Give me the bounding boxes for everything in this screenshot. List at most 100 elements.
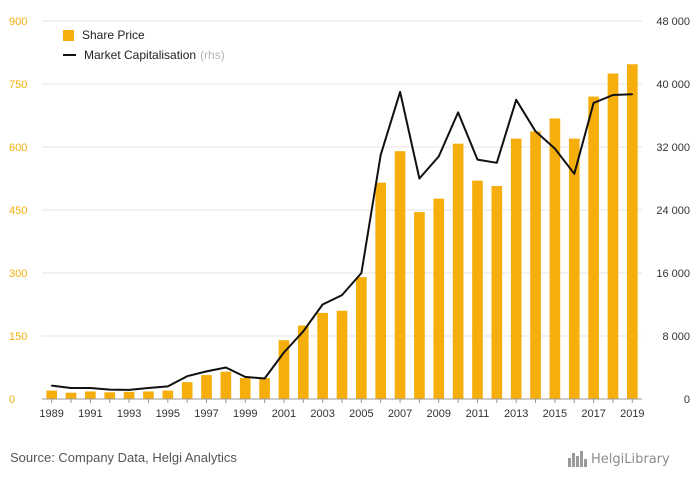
y-left-tick-label: 750 — [9, 79, 27, 91]
bar-1989 — [46, 390, 57, 399]
x-tick-label: 1991 — [78, 408, 102, 420]
bar-2000 — [259, 378, 270, 399]
y-right-tick-label: 48 000 — [656, 16, 690, 28]
bar-2012 — [491, 186, 503, 399]
market-cap-point-2015 — [554, 147, 556, 150]
axes: 0 150 300 450 600 750 900 0 8 000 16 000 24 000 32 … — [9, 16, 690, 420]
y-left-tick-label: 300 — [9, 268, 27, 280]
bar-2017 — [588, 96, 599, 399]
bar-2013 — [510, 138, 522, 399]
line-series-market-cap — [50, 90, 634, 391]
legend-swatch-market-cap — [63, 54, 76, 56]
x-tick-label: 2017 — [581, 408, 605, 420]
bar-2001 — [278, 340, 290, 399]
x-tick-label: 2011 — [466, 408, 490, 420]
bar-2019 — [627, 64, 638, 399]
bar-1991 — [85, 391, 96, 399]
bar-1993 — [123, 391, 135, 399]
bar-2016 — [568, 138, 580, 399]
y-right-tick-label: 24 000 — [656, 205, 690, 217]
legend-label-share-price: Share Price — [82, 28, 145, 42]
bar-1996 — [181, 382, 193, 399]
legend-item-market-cap: Market Capitalisation (rhs) — [63, 48, 225, 62]
y-right-tick-label: 32 000 — [656, 142, 690, 154]
market-cap-point-2012 — [496, 161, 498, 164]
bar-2008 — [414, 212, 425, 399]
market-cap-point-1997 — [205, 370, 208, 373]
x-tick-label: 2013 — [504, 408, 528, 420]
market-cap-point-1996 — [186, 375, 188, 377]
market-cap-point-2011 — [476, 158, 479, 161]
x-tick-label: 1997 — [194, 408, 218, 420]
x-tick-label: 2009 — [427, 408, 451, 420]
market-cap-point-2004 — [341, 294, 343, 296]
market-cap-point-2008 — [418, 177, 421, 180]
market-cap-point-2013 — [515, 98, 517, 101]
logo-text: HelgiLibrary — [591, 451, 670, 467]
market-cap-point-1990 — [70, 387, 72, 389]
market-cap-point-1992 — [108, 388, 111, 391]
source-note: Source: Company Data, Helgi Analytics — [10, 450, 237, 465]
bar-1999 — [239, 378, 251, 399]
y-right-tick-label: 8 000 — [662, 331, 690, 343]
market-cap-point-2006 — [379, 154, 382, 156]
market-cap-point-2019 — [631, 93, 634, 96]
market-cap-point-2000 — [263, 377, 266, 380]
market-cap-point-1989 — [50, 384, 53, 387]
x-tick-label: 2001 — [272, 408, 296, 420]
bar-2009 — [433, 198, 445, 399]
legend-swatch-share-price — [63, 29, 74, 41]
x-tick-label: 2005 — [349, 408, 373, 420]
bar-1995 — [162, 390, 174, 399]
bar-2007 — [394, 151, 406, 399]
y-right-tick-label: 0 — [684, 394, 690, 406]
market-cap-point-1998 — [225, 366, 227, 369]
helgi-library-logo: HelgiLibrary — [568, 448, 692, 470]
market-cap-point-1994 — [147, 387, 150, 389]
market-cap-point-2009 — [437, 155, 440, 158]
y-left-tick-label: 0 — [9, 394, 15, 406]
market-cap-point-2014 — [534, 130, 537, 133]
x-tick-label: 1989 — [39, 408, 63, 420]
legend-label-rhs: (rhs) — [200, 48, 225, 62]
market-cap-point-2016 — [573, 172, 576, 175]
x-tick-label: 1999 — [233, 408, 257, 420]
library-books-icon — [568, 451, 587, 467]
bar-1992 — [104, 392, 116, 399]
market-cap-point-2017 — [592, 102, 595, 104]
market-cap-point-2002 — [302, 330, 305, 333]
bar-2011 — [472, 180, 483, 399]
bar-2005 — [356, 277, 367, 399]
market-cap-point-1999 — [244, 376, 247, 378]
market-cap-point-2010 — [457, 111, 459, 114]
y-left-tick-label: 900 — [9, 16, 27, 28]
bar-1997 — [201, 375, 212, 399]
market-cap-point-2007 — [399, 91, 401, 93]
bar-2006 — [375, 182, 387, 399]
bar-series-share-price — [46, 64, 638, 399]
x-tick-label: 1995 — [156, 408, 180, 420]
bar-2003 — [317, 312, 328, 399]
market-cap-point-1993 — [128, 389, 130, 391]
x-tick-label: 1993 — [117, 408, 141, 420]
market-cap-point-2003 — [321, 303, 324, 306]
market-cap-point-2005 — [360, 272, 363, 274]
bar-1994 — [143, 391, 154, 399]
x-tick-label: 2007 — [388, 408, 412, 420]
bar-2015 — [549, 118, 561, 399]
market-cap-point-1991 — [89, 387, 92, 389]
bar-2010 — [452, 143, 464, 399]
bar-2004 — [336, 310, 348, 399]
y-left-tick-label: 600 — [9, 142, 27, 154]
bar-2018 — [607, 73, 619, 399]
bar-2002 — [297, 325, 309, 399]
y-right-tick-label: 16 000 — [656, 268, 690, 280]
y-right-tick-label: 40 000 — [656, 79, 690, 91]
market-cap-point-1995 — [167, 385, 169, 388]
y-left-tick-label: 450 — [9, 205, 27, 217]
legend-label-market-cap: Market Capitalisation — [84, 48, 197, 62]
bar-1990 — [65, 392, 77, 399]
market-cap-point-2018 — [612, 94, 614, 96]
